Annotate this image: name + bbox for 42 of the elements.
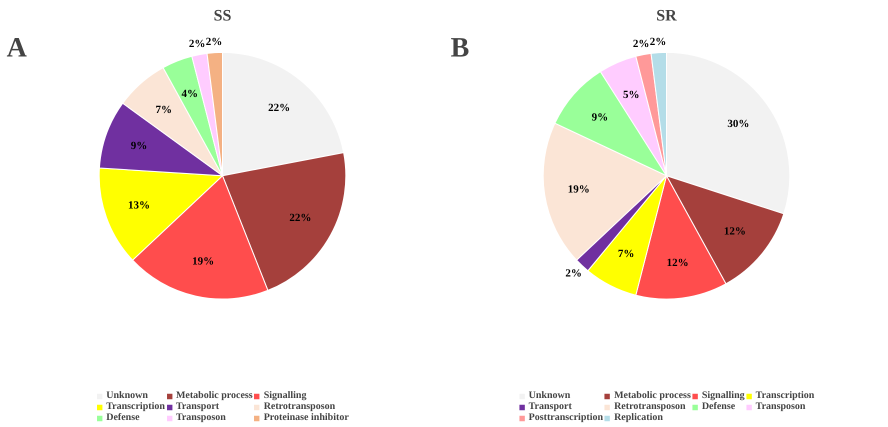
data-label: 2% <box>565 267 582 280</box>
legend-label: Transport <box>528 401 572 412</box>
legend-label: Proteinase inhibitor <box>264 412 349 423</box>
legend-label: Metabolic process <box>614 390 691 401</box>
legend-label: Signalling <box>702 390 745 401</box>
chart-title: SS <box>214 8 232 24</box>
data-label: 4% <box>182 88 198 100</box>
data-label: 9% <box>130 140 148 152</box>
legend-label: Transcription <box>756 390 814 401</box>
legend-label: Signalling <box>264 390 306 401</box>
data-label: 30% <box>727 118 750 130</box>
text: A <box>6 32 28 64</box>
data-label: 9% <box>592 112 608 124</box>
data-label: 2% <box>188 38 206 50</box>
chart-title: SR <box>656 8 678 24</box>
data-label: 12% <box>724 226 746 238</box>
data-label: 19% <box>192 255 214 268</box>
legend-label: Unknown <box>528 390 570 401</box>
legend-label: Transposon <box>176 412 226 423</box>
legend-label: Transport <box>176 401 220 412</box>
data-label: 22% <box>268 102 290 114</box>
data-label: 19% <box>568 183 590 196</box>
legend-label: Defense <box>106 412 140 423</box>
legend-label: Replication <box>614 412 663 423</box>
legend-label: Unknown <box>106 390 148 401</box>
legend-label: Retrotransposon <box>614 401 686 412</box>
data-label: 2% <box>206 36 222 48</box>
legend-label: Defense <box>702 401 736 412</box>
legend-label: Retrotransposon <box>264 401 336 412</box>
data-label: 22% <box>289 212 312 224</box>
legend-label: Transposon <box>756 401 806 412</box>
data-label: 2% <box>650 36 666 48</box>
data-label: 7% <box>156 104 172 116</box>
data-label: 7% <box>618 248 634 260</box>
data-label: 12% <box>666 256 689 269</box>
legend-label: Posttranscription <box>528 412 604 423</box>
legend-label: Metabolic process <box>176 390 253 401</box>
data-label: 2% <box>632 38 650 50</box>
data-label: 13% <box>128 199 150 212</box>
text: B <box>450 32 470 64</box>
legend-label: Transcription <box>106 401 165 412</box>
data-label: 5% <box>622 89 640 102</box>
